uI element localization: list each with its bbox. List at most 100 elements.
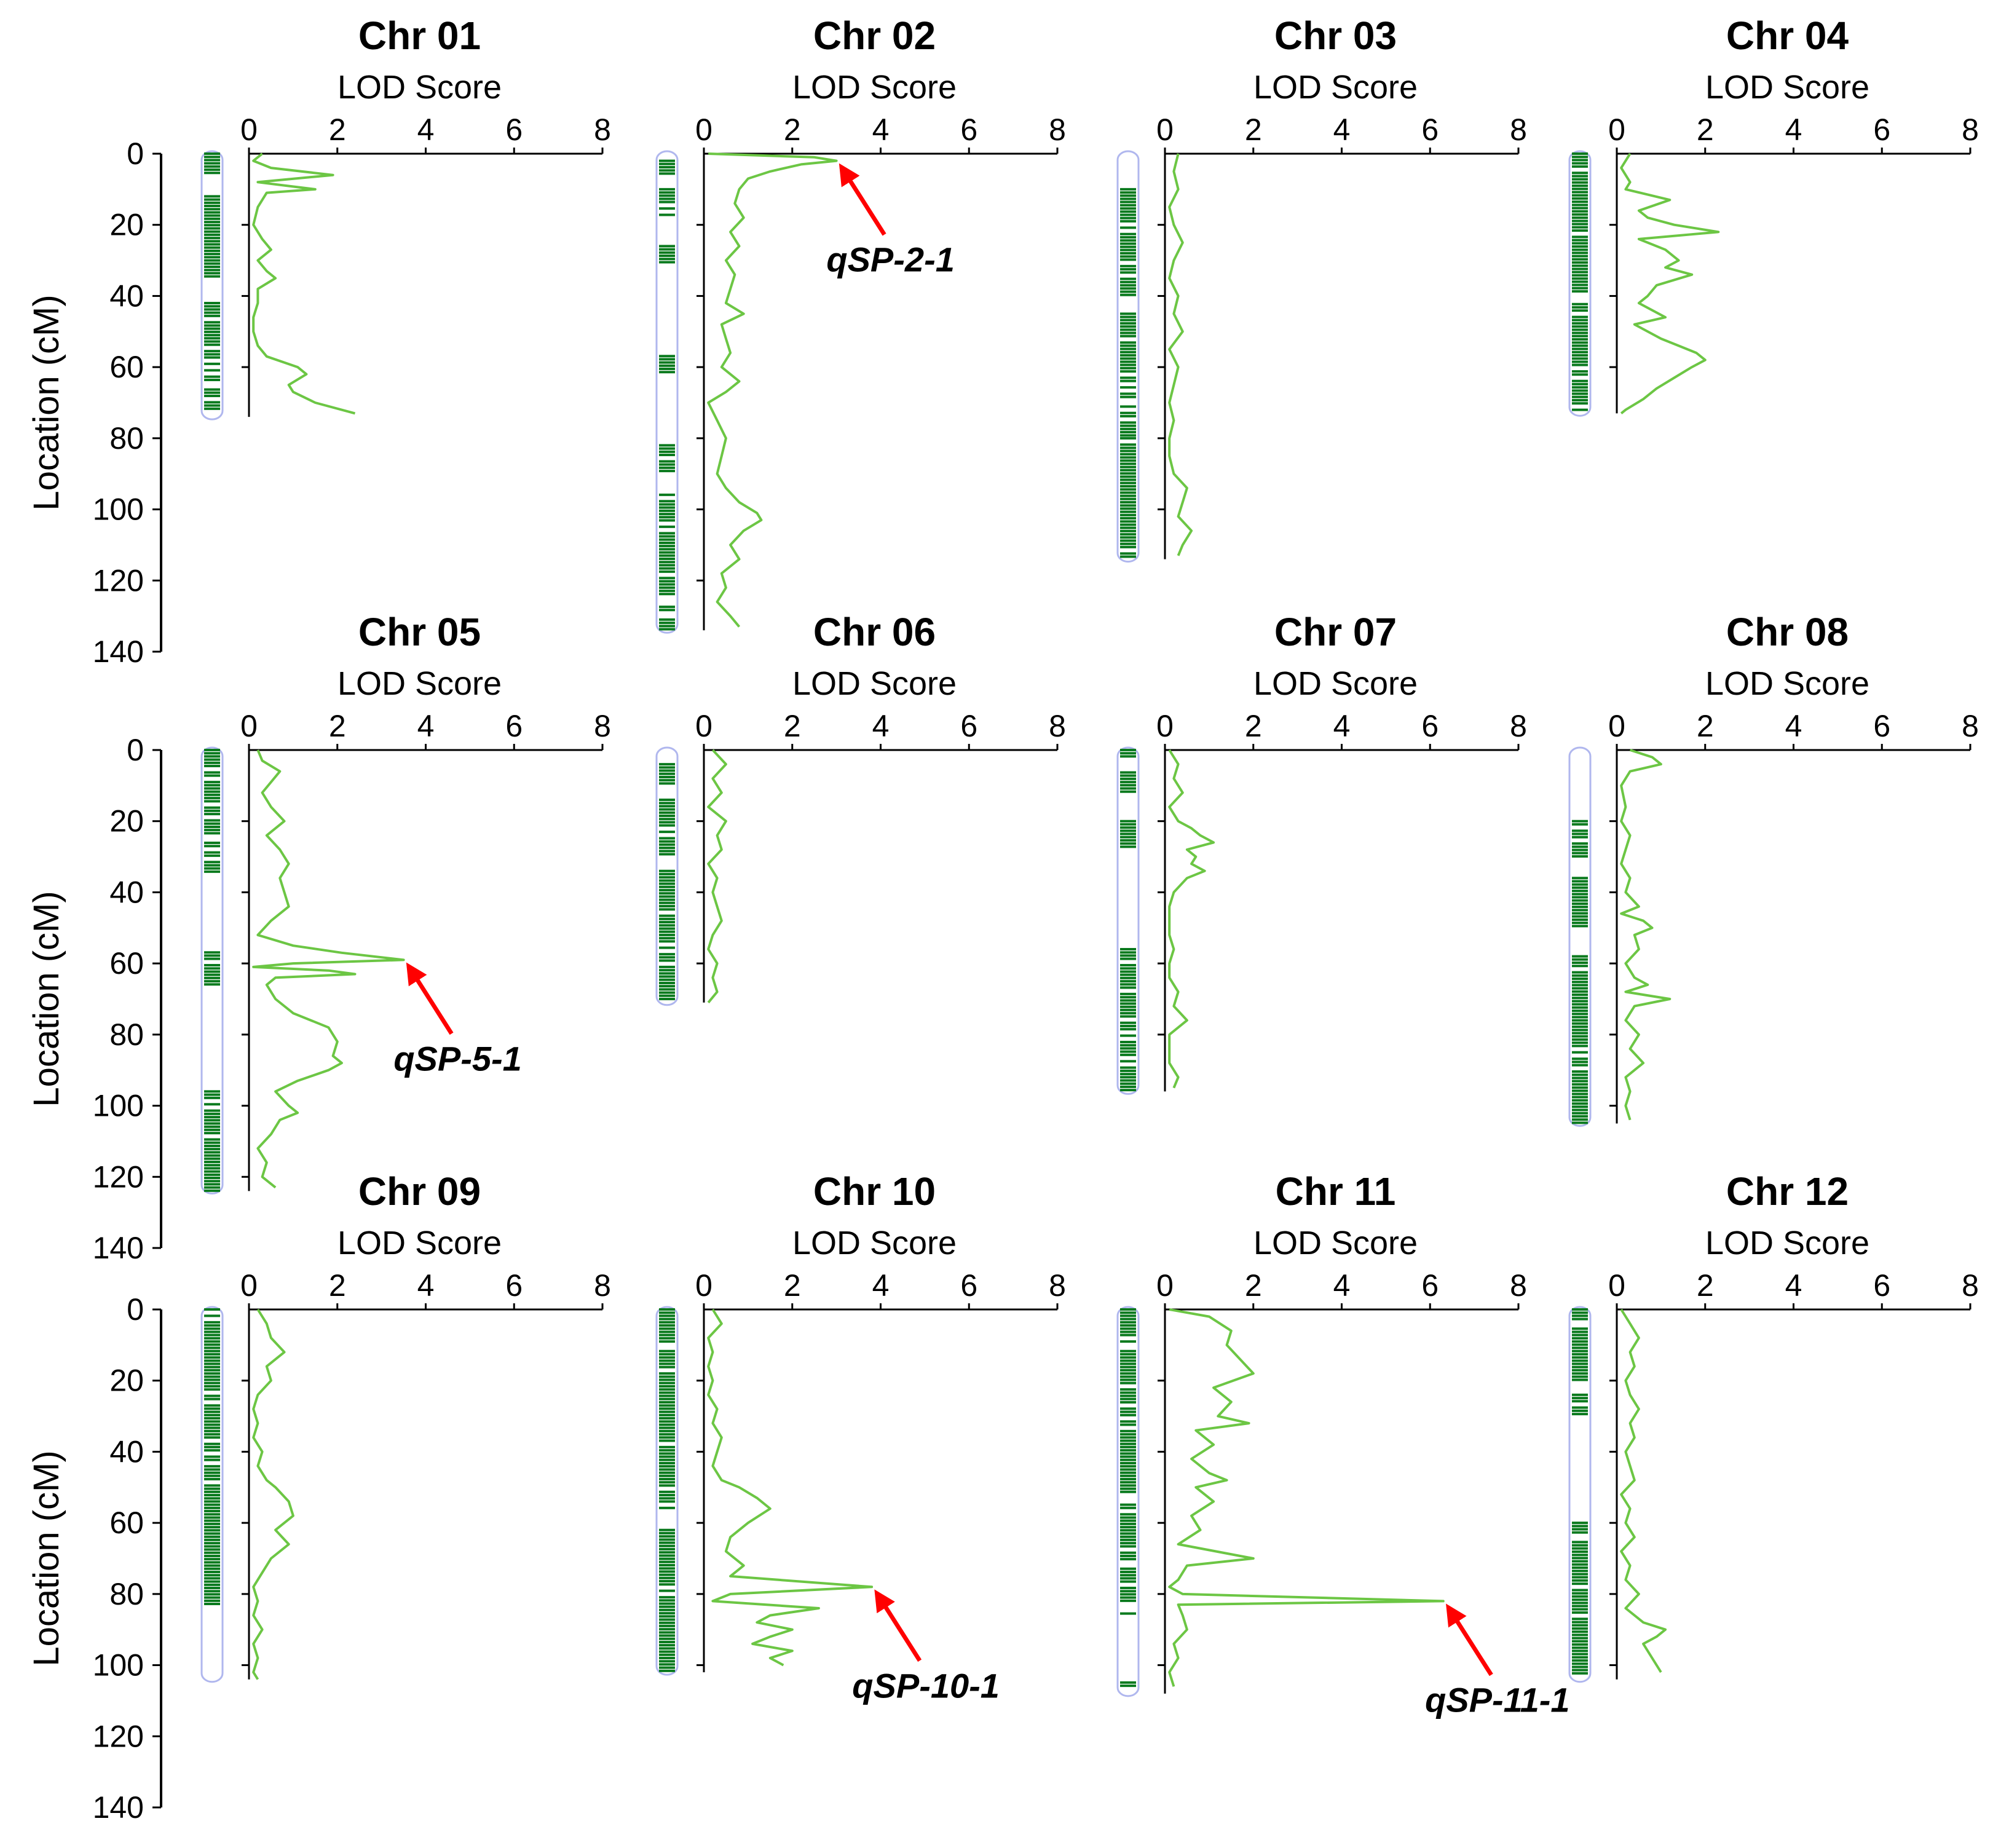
y-tick-label: 60 (109, 350, 144, 384)
lod-curve (708, 750, 726, 1003)
y-tick-label: 20 (109, 804, 144, 839)
chromosome-bar (1569, 748, 1590, 1126)
x-tick-label: 0 (1156, 709, 1174, 743)
panel-title: Chr 02 (813, 14, 936, 58)
x-axis-label: LOD Score (1253, 665, 1418, 702)
x-tick-label: 8 (1049, 113, 1066, 147)
x-tick-label: 8 (1510, 1268, 1527, 1303)
panel-chr-03: Chr 03 LOD Score 0 2 4 6 8 (1118, 14, 1527, 562)
x-axis-label: LOD Score (792, 1225, 957, 1262)
y-axis-label: Location (cM) (26, 1450, 66, 1666)
x-axis-label: LOD Score (337, 1225, 502, 1262)
qtl-label: qSP-10-1 (852, 1666, 1000, 1705)
x-tick-label: 6 (1873, 709, 1890, 743)
x-tick-label: 0 (1608, 113, 1625, 147)
x-tick-label: 4 (1333, 113, 1351, 147)
x-tick-label: 8 (1049, 709, 1066, 743)
qtl-arrow (842, 167, 885, 235)
panel-chr-11: Chr 11 LOD Score 0 2 4 6 8 qSP-11-1 (1118, 1169, 1570, 1719)
marker-stripes (1572, 154, 1588, 410)
x-tick-label: 6 (1421, 709, 1439, 743)
lod-curve (708, 1309, 872, 1665)
x-tick-label: 4 (872, 1268, 890, 1303)
panel-chr-08: Chr 08 LOD Score 0 2 4 6 8 (1569, 610, 1979, 1126)
y-tick-label: 120 (93, 1159, 144, 1194)
panel-title: Chr 01 (358, 14, 481, 58)
y-axis-row-3: 0 20 40 60 80 100 120 140 Location (cM) (26, 1292, 161, 1825)
qtl-arrow (1448, 1607, 1491, 1675)
panel-title: Chr 09 (358, 1169, 481, 1214)
x-tick-label: 6 (960, 1268, 977, 1303)
x-axis-label: LOD Score (1705, 665, 1869, 702)
panel-chr-09: Chr 09 LOD Score 0 2 4 6 8 (202, 1169, 611, 1682)
y-tick-label: 0 (127, 733, 144, 767)
x-tick-label: 0 (1156, 1268, 1174, 1303)
lod-curve (1169, 1309, 1443, 1686)
panel-chr-07: Chr 07 LOD Score 0 2 4 6 8 (1118, 610, 1527, 1094)
y-axis-row-1: 0 20 40 60 80 100 120 140 Location (cM) (26, 136, 161, 669)
x-tick-label: 0 (1156, 113, 1174, 147)
x-tick-label: 8 (1049, 1268, 1066, 1303)
x-tick-label: 6 (505, 1268, 523, 1303)
y-axis-row-2: 020406080100120140Location (cM) (26, 733, 161, 1265)
x-tick-label: 0 (695, 1268, 712, 1303)
x-tick-label: 4 (417, 1268, 435, 1303)
panel-title: Chr 08 (1726, 610, 1849, 654)
lod-curve (708, 154, 836, 627)
y-tick-label: 20 (109, 1364, 144, 1398)
panel-title: Chr 12 (1726, 1169, 1849, 1214)
x-tick-label: 0 (695, 709, 712, 743)
y-tick-label: 100 (93, 1648, 144, 1683)
x-axis-label: LOD Score (337, 665, 502, 702)
panel-chr-10: Chr 10 LOD Score 0 2 4 6 8 qSP-10-1 (657, 1169, 1066, 1705)
y-tick-label: 80 (109, 421, 144, 456)
panel-chr-12: Chr 12 LOD Score 0 2 4 6 8 (1569, 1169, 1979, 1682)
lod-curve (1169, 750, 1214, 1088)
x-tick-label: 0 (240, 709, 258, 743)
x-axis-label: LOD Score (1253, 1225, 1418, 1262)
qtl-label: qSP-5-1 (393, 1039, 522, 1078)
panel-chr-02: Chr 02 LOD Score 0 2 4 6 8 qSP-2-1 (657, 14, 1066, 633)
y-tick-label: 120 (93, 1719, 144, 1753)
y-axis-label: Location (cM) (26, 891, 66, 1107)
x-tick-label: 2 (1245, 113, 1262, 147)
panel-title: Chr 05 (358, 610, 481, 654)
y-tick-label: 140 (93, 1790, 144, 1825)
y-tick-label: 140 (93, 1231, 144, 1265)
x-tick-label: 6 (1421, 1268, 1439, 1303)
y-tick-label: 80 (109, 1577, 144, 1611)
y-axis-label: Location (cM) (26, 294, 66, 510)
y-tick-label: 80 (109, 1017, 144, 1052)
x-tick-label: 4 (872, 113, 890, 147)
x-tick-label: 2 (329, 709, 346, 743)
x-axis-label: LOD Score (1705, 1225, 1869, 1262)
lod-curve (253, 750, 403, 1188)
x-tick-label: 6 (1421, 113, 1439, 147)
y-tick-label: 60 (109, 946, 144, 981)
x-tick-label: 2 (784, 1268, 801, 1303)
y-tick-label: 20 (109, 208, 144, 242)
y-tick-label: 0 (127, 136, 144, 171)
qtl-figure: 020406080100120140Location (cM)020406080… (0, 0, 2009, 1848)
x-tick-label: 6 (1873, 1268, 1890, 1303)
x-tick-label: 8 (594, 113, 611, 147)
x-tick-label: 2 (1245, 709, 1262, 743)
x-tick-label: 8 (1510, 113, 1527, 147)
x-tick-label: 8 (1510, 709, 1527, 743)
qtl-arrow (877, 1593, 920, 1660)
qtl-label: qSP-2-1 (826, 240, 955, 279)
x-tick-label: 6 (960, 709, 977, 743)
x-tick-label: 6 (1873, 113, 1890, 147)
x-tick-label: 6 (960, 113, 977, 147)
y-tick-label: 60 (109, 1506, 144, 1540)
x-tick-label: 2 (1697, 1268, 1714, 1303)
x-tick-label: 4 (417, 709, 435, 743)
x-tick-label: 4 (1333, 709, 1351, 743)
panel-title: Chr 07 (1274, 610, 1397, 654)
lod-curve (1169, 154, 1191, 556)
x-tick-label: 8 (594, 1268, 611, 1303)
x-tick-label: 0 (695, 113, 712, 147)
panel-chr-05: Chr 05LOD Score0 2 4 6 8qSP-5-1 (202, 610, 611, 1193)
lod-curve (1621, 1309, 1665, 1672)
y-tick-label: 120 (93, 563, 144, 598)
